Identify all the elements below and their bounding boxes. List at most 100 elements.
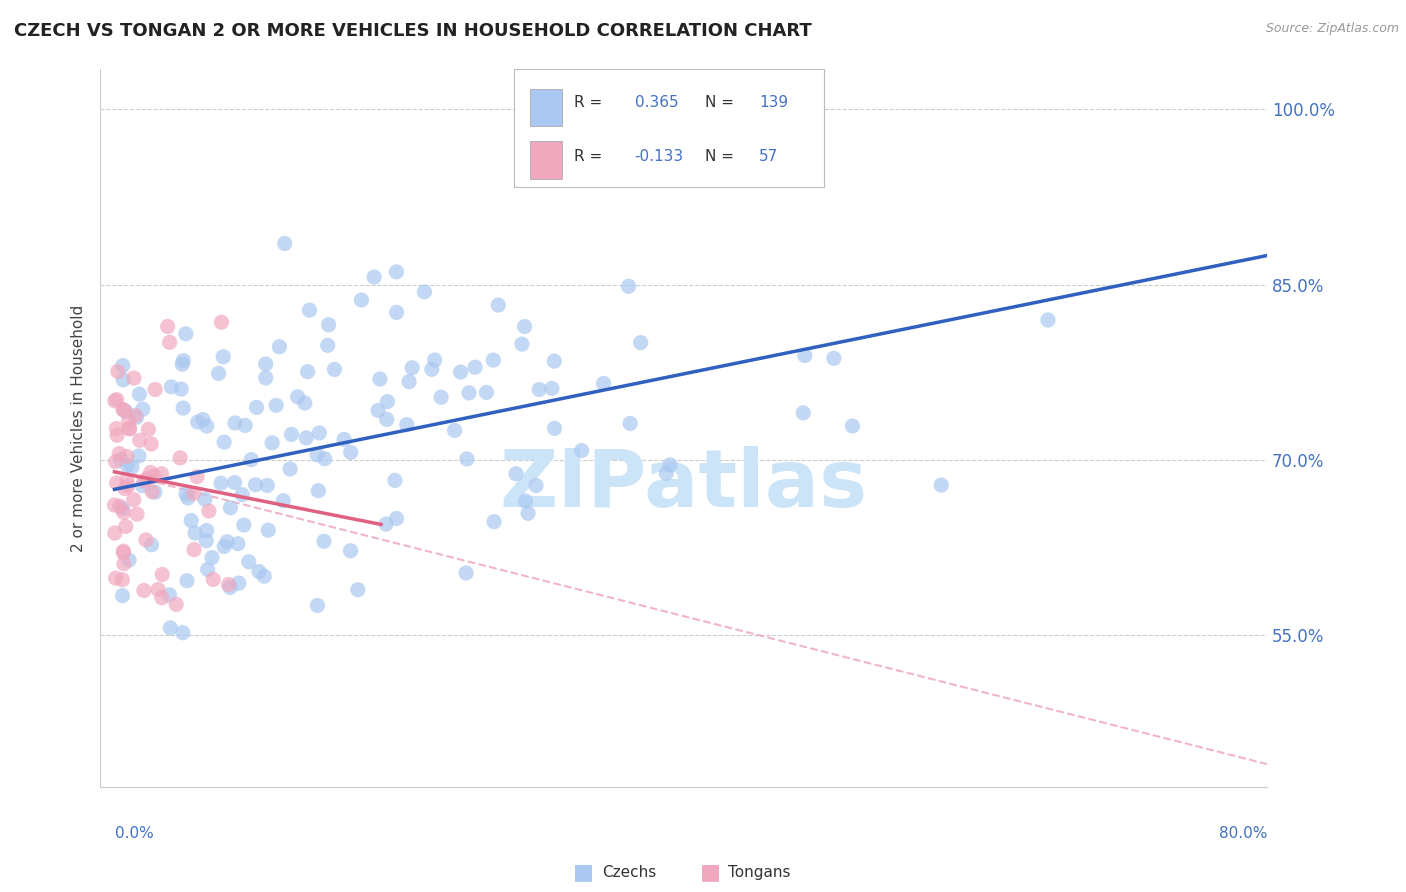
Point [135, 533, 157, 547]
Point [107, 364, 129, 378]
Point [104, 393, 127, 408]
Point [112, 546, 135, 560]
Point [262, 435, 284, 450]
Point [307, 448, 329, 462]
Point [524, 478, 547, 492]
Point [146, 582, 169, 597]
Point [543, 354, 565, 368]
Point [111, 589, 134, 603]
Point [375, 517, 398, 532]
Point [141, 484, 163, 499]
Point [247, 565, 270, 579]
Point [298, 303, 321, 318]
Point [217, 534, 239, 549]
Point [254, 371, 277, 385]
Text: 57: 57 [759, 150, 779, 164]
Point [655, 467, 678, 481]
Point [543, 421, 565, 435]
Text: R =: R = [574, 95, 602, 110]
Point [212, 540, 235, 554]
Point [172, 357, 194, 371]
Point [456, 451, 478, 466]
Point [228, 576, 250, 591]
Point [143, 383, 166, 397]
Point [132, 402, 155, 417]
Point [104, 455, 127, 469]
Point [793, 349, 815, 363]
Point [105, 422, 128, 436]
Point [254, 357, 277, 371]
Point [339, 445, 361, 459]
Point [377, 394, 399, 409]
Point [368, 372, 391, 386]
Point [823, 351, 845, 366]
Point [105, 428, 128, 442]
Point [413, 285, 436, 299]
Point [202, 573, 225, 587]
Point [458, 385, 481, 400]
Point [273, 236, 295, 251]
Point [294, 396, 316, 410]
Point [114, 482, 136, 496]
Point [450, 365, 472, 379]
Point [128, 434, 150, 448]
Point [177, 491, 200, 505]
Point [541, 381, 564, 395]
Point [108, 500, 131, 514]
Point [128, 387, 150, 401]
Point [112, 403, 135, 417]
Point [172, 625, 194, 640]
Point [115, 404, 138, 418]
Point [186, 469, 208, 483]
FancyBboxPatch shape [515, 69, 824, 187]
Point [571, 443, 593, 458]
Point [420, 362, 443, 376]
Point [231, 488, 253, 502]
Point [385, 511, 408, 525]
Point [141, 437, 163, 451]
Point [195, 419, 218, 434]
Point [174, 487, 197, 501]
Point [165, 598, 187, 612]
Point [174, 326, 197, 341]
Text: 0.0%: 0.0% [114, 826, 153, 841]
Point [630, 335, 652, 350]
Point [112, 402, 135, 417]
Point [505, 467, 527, 481]
Point [139, 466, 162, 480]
Point [318, 318, 340, 332]
Text: ■: ■ [574, 863, 593, 882]
Point [264, 398, 287, 412]
Text: ZIPatlas: ZIPatlas [499, 447, 868, 524]
Point [118, 422, 141, 436]
Point [115, 450, 138, 464]
Point [150, 567, 173, 582]
Point [176, 574, 198, 588]
Point [256, 478, 278, 492]
Point [111, 501, 134, 516]
Point [287, 390, 309, 404]
Point [385, 305, 408, 319]
Point [150, 591, 173, 605]
Point [269, 340, 291, 354]
Point [482, 353, 505, 368]
Point [475, 385, 498, 400]
Point [219, 581, 242, 595]
Text: ■: ■ [700, 863, 720, 882]
Point [211, 315, 233, 329]
Point [108, 446, 131, 460]
Point [271, 493, 294, 508]
Point [150, 467, 173, 481]
Point [333, 433, 356, 447]
Point [141, 538, 163, 552]
Point [384, 474, 406, 488]
Point [195, 533, 218, 548]
Point [194, 492, 217, 507]
Point [232, 518, 254, 533]
Point [115, 473, 138, 487]
Point [308, 425, 330, 440]
Point [212, 435, 235, 450]
Point [118, 553, 141, 567]
Point [350, 293, 373, 307]
Point [112, 557, 135, 571]
